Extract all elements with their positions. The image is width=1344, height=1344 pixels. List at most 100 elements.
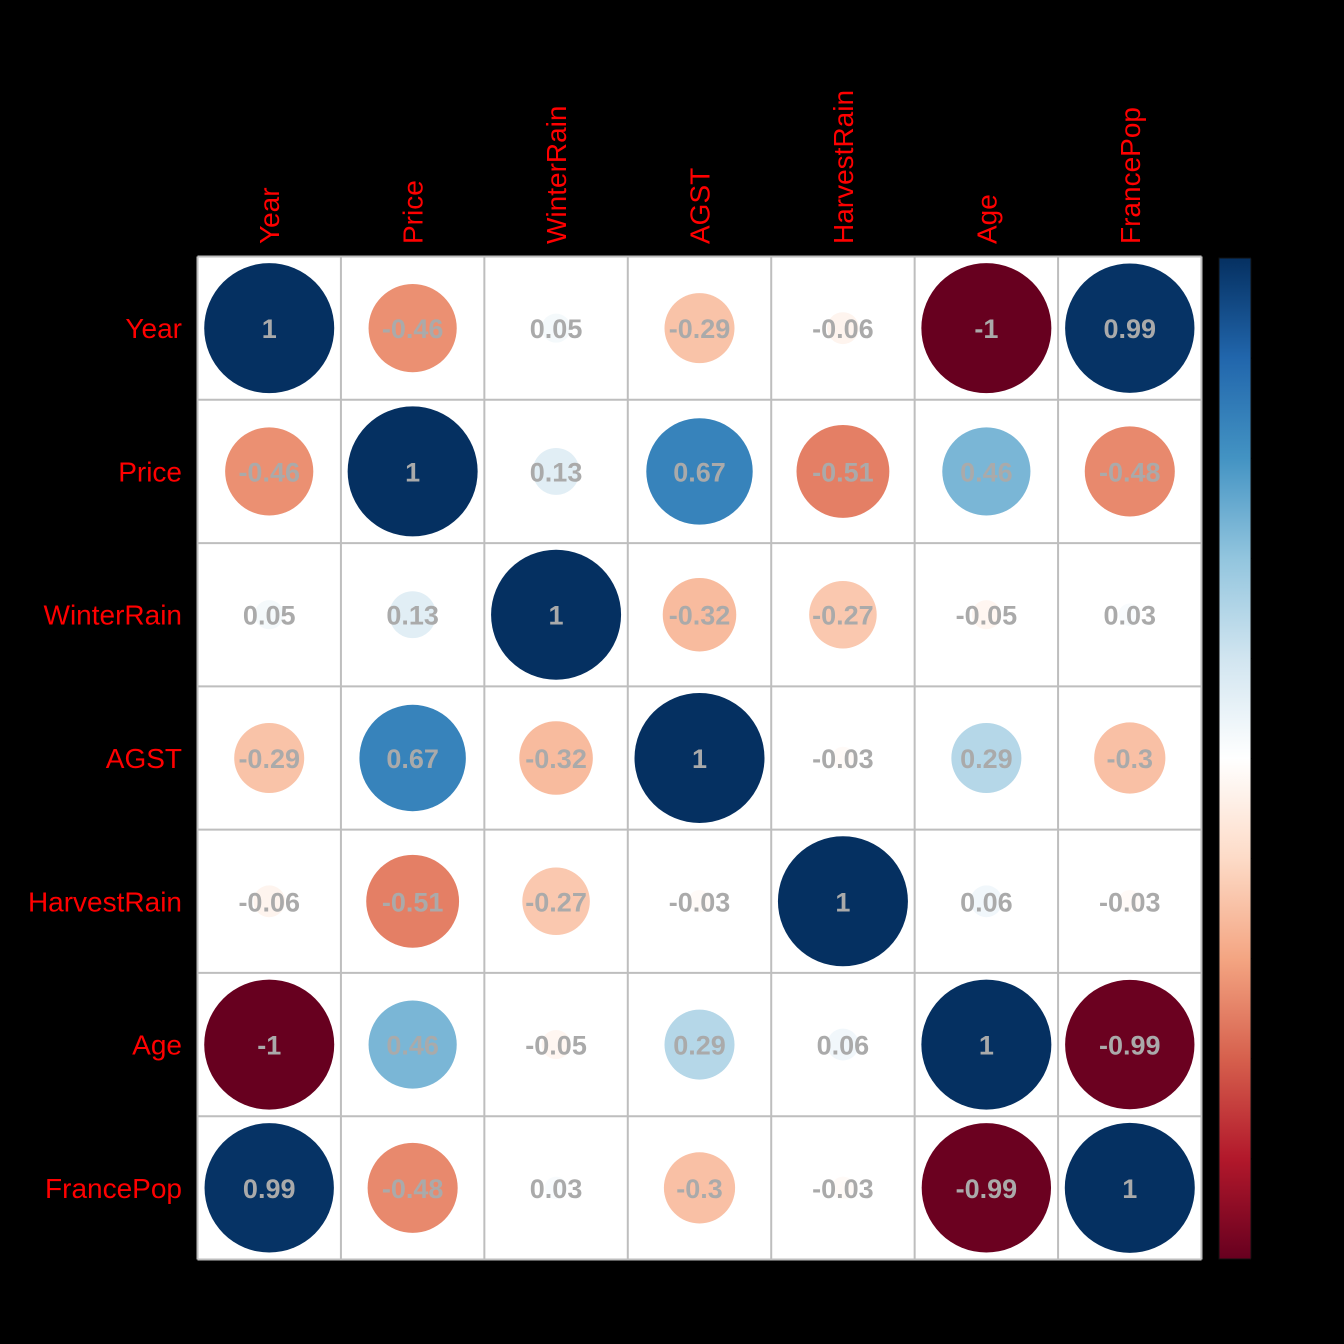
correlation-circle (532, 447, 580, 495)
cell-price-age: 0.46 (942, 427, 1031, 516)
correlation-value: -0.29 (669, 314, 731, 344)
cell-age-price: 0.46 (368, 1000, 457, 1089)
cell-year-year: 1 (204, 263, 335, 394)
cell-harvestrain-francepop: -0.03 (1099, 887, 1161, 917)
cell-year-francepop: 0.99 (1065, 263, 1195, 393)
column-label-francepop: FrancePop (1115, 107, 1146, 244)
cell-harvestrain-age: 0.06 (960, 885, 1013, 917)
correlation-circle (921, 1123, 1052, 1253)
correlation-value: -0.46 (382, 314, 444, 344)
correlation-circle (491, 549, 622, 680)
cell-agst-harvestrain: -0.03 (812, 744, 874, 774)
row-label-agst: AGST (106, 743, 182, 774)
cell-agst-francepop: -0.3 (1094, 722, 1166, 794)
correlation-value: -0.06 (812, 314, 874, 344)
correlation-circle (541, 313, 571, 343)
correlation-circle (921, 263, 1052, 394)
cell-price-winterrain: 0.13 (530, 447, 582, 495)
cell-harvestrain-year: -0.06 (238, 885, 300, 917)
correlation-circle (519, 721, 593, 795)
correlation-value: 0.29 (673, 1031, 726, 1061)
correlation-circle (522, 867, 590, 936)
correlation-value: -0.05 (525, 1031, 587, 1061)
cell-francepop-price: -0.48 (367, 1142, 458, 1233)
correlation-circle (1094, 722, 1166, 794)
correlation-value: -0.99 (956, 1174, 1018, 1204)
correlation-circle (971, 600, 1001, 630)
column-label-agst: AGST (685, 168, 716, 244)
correlation-value: 1 (549, 601, 564, 631)
correlation-value: 0.67 (386, 744, 439, 774)
correlation-value: 0.03 (1104, 601, 1157, 631)
cell-francepop-agst: -0.3 (663, 1152, 736, 1224)
cell-year-agst: -0.29 (664, 293, 735, 364)
row-label-age: Age (132, 1030, 182, 1061)
column-label-harvestrain: HarvestRain (828, 90, 859, 244)
cell-price-francepop: -0.48 (1084, 426, 1175, 517)
correlation-circle (951, 722, 1022, 794)
colorbar-tick-label: -0.6 (1260, 1047, 1298, 1072)
correlation-circle (777, 836, 908, 967)
row-label-winterrain: WinterRain (44, 600, 182, 631)
correlation-circle (831, 1176, 855, 1200)
correlation-circle (1065, 979, 1195, 1110)
correlation-circle (367, 1142, 458, 1233)
cell-harvestrain-agst: -0.03 (669, 887, 731, 917)
correlation-circle (359, 704, 466, 812)
colorbar-tick-label: 0.8 (1260, 346, 1291, 371)
correlation-circle (663, 1152, 736, 1224)
correlation-circle (204, 1123, 334, 1253)
correlation-circle (541, 1030, 571, 1060)
colorbar-tick-label: -0.4 (1260, 947, 1298, 972)
row-labels: Year Price WinterRain AGST HarvestRain Age Fra… (28, 313, 182, 1204)
cell-agst-price: 0.67 (359, 704, 466, 812)
column-label-price: Price (398, 180, 429, 244)
colorbar-legend: -1 -0.8 -0.6 -0.4 -0.2 0 0.2 0.4 0.6 0.8 1 (1218, 246, 1298, 1272)
correlation-value: 0.05 (530, 314, 583, 344)
row-label-year: Year (125, 313, 182, 344)
cell-year-price: -0.46 (368, 284, 457, 373)
correlation-value: -0.32 (669, 601, 731, 631)
cell-francepop-age: -0.99 (921, 1123, 1052, 1253)
correlation-value: 0.06 (960, 887, 1013, 917)
correlation-value: -0.51 (382, 887, 444, 917)
correlation-value: 1 (835, 887, 850, 917)
correlation-circle (970, 885, 1003, 918)
correlation-value: 1 (405, 457, 420, 487)
cell-winterrain-winterrain: 1 (491, 549, 622, 680)
colorbar-tick-label: -0.2 (1260, 847, 1298, 872)
correlation-circle (1065, 263, 1195, 393)
correlation-value: -0.32 (525, 744, 587, 774)
cell-age-year: -1 (204, 979, 335, 1110)
column-label-winterrain: WinterRain (541, 106, 572, 244)
correlation-circle (1064, 1122, 1195, 1253)
colorbar-tick-label: 0.6 (1260, 446, 1291, 471)
correlation-value: -1 (257, 1031, 281, 1061)
correlation-value: -0.03 (669, 887, 731, 917)
cell-age-agst: 0.29 (664, 1009, 735, 1080)
correlation-value: -0.51 (812, 457, 874, 487)
cell-age-age: 1 (921, 979, 1052, 1110)
correlation-circle (368, 1000, 457, 1089)
correlation-value: 1 (979, 1031, 994, 1061)
cell-agst-winterrain: -0.32 (519, 721, 593, 795)
correlation-circle (942, 427, 1031, 516)
cell-age-winterrain: -0.05 (525, 1030, 587, 1061)
correlation-value: 0.06 (817, 1031, 870, 1061)
correlation-circle (544, 1176, 568, 1200)
cell-winterrain-year: 0.05 (243, 600, 295, 631)
correlation-value: -0.29 (238, 744, 300, 774)
correlation-value: 0.03 (530, 1174, 583, 1204)
correlation-value: 0.99 (243, 1174, 296, 1204)
cell-year-harvestrain: -0.06 (812, 312, 874, 344)
colorbar-tick-label: 1 (1260, 246, 1272, 271)
correlation-value: 0.29 (960, 744, 1013, 774)
correlation-value: 0.46 (386, 1031, 439, 1061)
cell-agst-year: -0.29 (234, 722, 305, 794)
correlation-circle (389, 591, 437, 639)
correlation-value: 0.46 (960, 457, 1013, 487)
correlation-value: -0.05 (956, 601, 1018, 631)
cell-winterrain-francepop: 0.03 (1104, 601, 1157, 631)
cell-winterrain-price: 0.13 (386, 591, 439, 639)
